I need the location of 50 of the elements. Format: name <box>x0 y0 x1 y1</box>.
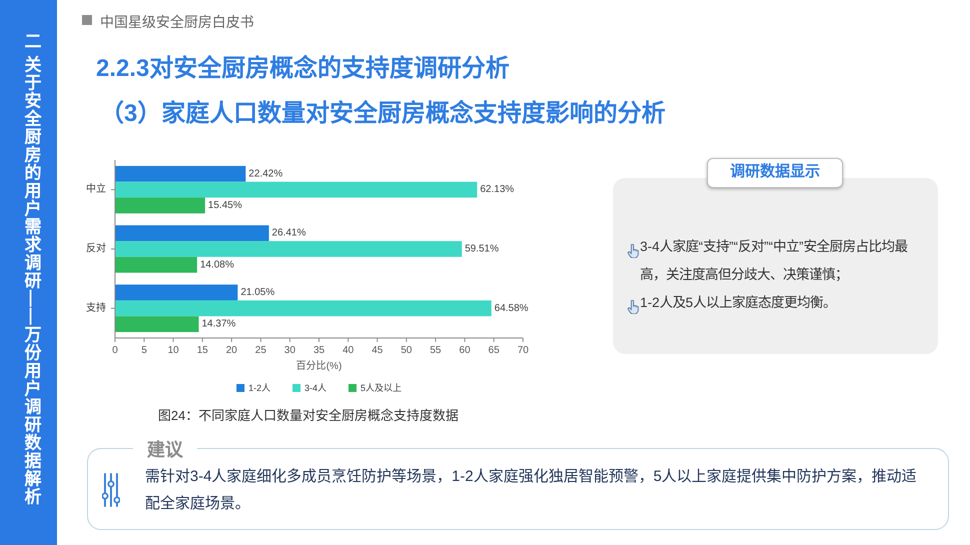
data-label: 21.05% <box>240 287 275 298</box>
text: 二 关于安全厨房的用户需求调研——万份用户调研数据解析 <box>22 32 41 506</box>
chart-subtitle: （3）家庭人口数量对安全厨房概念支持度影响的分析 <box>100 98 666 128</box>
bar <box>115 225 269 242</box>
text: 建议 <box>133 438 197 462</box>
text: 3-4人家庭“支持”“反对”“中立”安全厨房占比均最高，关注度高但分歧大、决策谨慎； <box>640 239 908 282</box>
legend-label: 3-4人 <box>304 383 327 393</box>
text: 需针对3-4人家庭细化多成员烹饪防护等场景，1-2人家庭强化独居智能预警，5人以上家庭提供集中防护方案，推动适配全家庭场景。 <box>145 468 917 512</box>
text: 中国星级安全厨房白皮书 <box>100 14 254 30</box>
x-tick-label: 10 <box>168 345 180 356</box>
x-tick-label: 0 <box>112 345 118 356</box>
x-tick-label: 25 <box>255 345 267 356</box>
x-tick-label: 70 <box>517 345 529 356</box>
x-tick-label: 55 <box>430 345 442 356</box>
chart-title: 2.2.3对安全厨房概念的支持度调研分析 <box>96 54 510 83</box>
y-tick-label: 支持 <box>86 300 106 314</box>
x-tick-label: 65 <box>488 345 500 356</box>
legend-label: 5人及以上 <box>360 383 402 393</box>
x-tick-label: 15 <box>196 345 208 356</box>
data-label: 26.41% <box>272 228 306 239</box>
text: 调研数据显示 <box>730 163 820 180</box>
x-tick-label: 5 <box>141 345 148 356</box>
y-tick-label: 中立 <box>86 182 106 196</box>
y-tick-label: 反对 <box>86 242 106 254</box>
data-label: 22.42% <box>248 168 283 180</box>
bar <box>115 182 478 198</box>
text: 1-2人及5人以上家庭态度更均衡。 <box>640 295 836 310</box>
data-label: 64.58% <box>494 302 528 314</box>
caption: 图24：不同家庭人口数量对安全厨房概念支持度数据 <box>158 408 458 423</box>
bar <box>115 300 492 316</box>
data-label: 59.51% <box>464 244 499 254</box>
x-tick-label: 60 <box>459 345 471 356</box>
legend-label: 1-2人 <box>248 383 270 393</box>
data-label: 62.13% <box>480 184 514 196</box>
data-label: 14.37% <box>202 318 236 330</box>
bar <box>115 316 199 332</box>
data-label: 14.08% <box>200 259 234 270</box>
bar <box>115 241 462 257</box>
bar <box>115 198 206 214</box>
x-tick-label: 50 <box>400 345 412 356</box>
x-tick-label: 20 <box>226 345 238 356</box>
data-label: 15.45% <box>208 200 242 211</box>
bar <box>115 256 198 273</box>
x-tick-label: 35 <box>313 345 325 356</box>
x-tick-label: 45 <box>372 345 384 356</box>
bar <box>115 166 246 182</box>
x-tick-label: 40 <box>342 345 354 356</box>
x-axis-title: 百分比(%) <box>296 360 342 372</box>
x-tick-label: 30 <box>284 345 296 356</box>
bar <box>115 284 238 300</box>
